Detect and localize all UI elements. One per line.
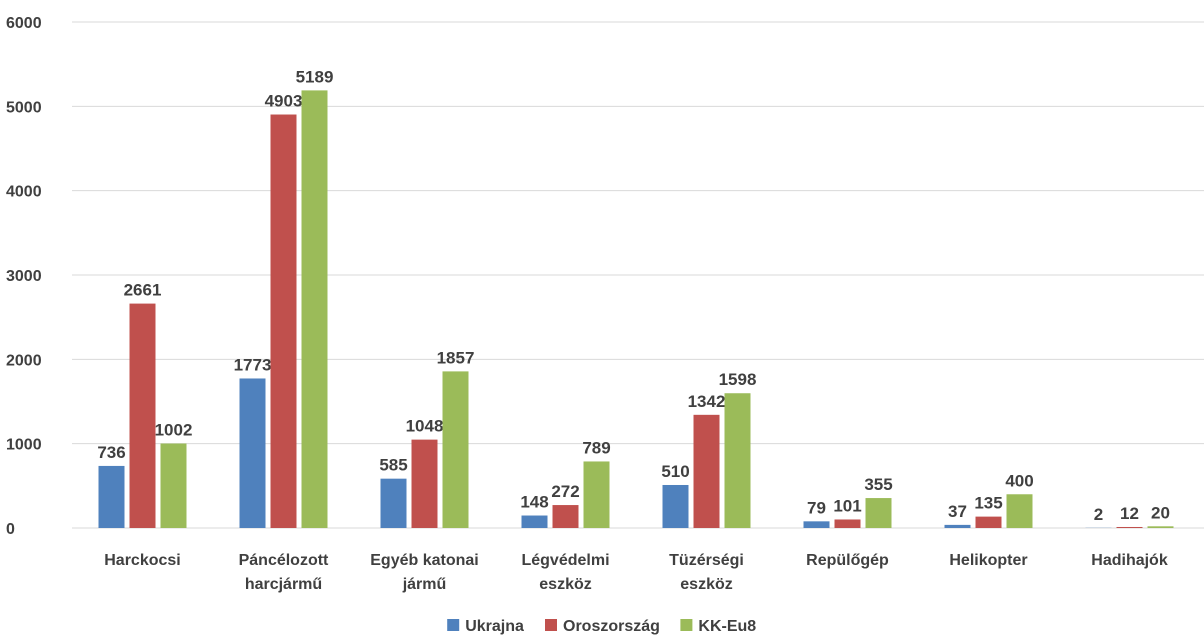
category-label: jármű [402, 576, 447, 593]
data-label: 400 [1005, 471, 1033, 490]
bar [724, 393, 751, 528]
category-label: Páncélozott [239, 552, 329, 569]
legend-label: Ukrajna [465, 618, 524, 635]
category-label: eszköz [539, 576, 591, 593]
bar [834, 519, 861, 528]
data-label: 1857 [437, 348, 475, 367]
bar [129, 303, 156, 528]
category-label: Hadihajók [1091, 552, 1168, 569]
bar [693, 414, 720, 528]
data-label: 37 [948, 502, 967, 521]
legend-swatch [680, 619, 693, 631]
y-tick-label: 2000 [6, 352, 42, 369]
bar [1147, 526, 1174, 528]
y-tick-label: 3000 [6, 268, 42, 285]
data-label: 789 [582, 438, 610, 457]
bar [975, 516, 1002, 528]
data-label: 2 [1094, 505, 1103, 524]
data-label: 355 [864, 475, 892, 494]
bar [270, 114, 297, 528]
data-label: 585 [379, 456, 407, 475]
category-label: Egyéb katonai [370, 552, 478, 569]
data-label: 2661 [124, 281, 162, 300]
bar [239, 378, 266, 528]
y-tick-label: 6000 [6, 15, 42, 32]
data-label: 101 [833, 496, 861, 515]
bar [1006, 494, 1033, 528]
bar [380, 478, 407, 528]
bar [442, 371, 469, 528]
data-label: 1598 [719, 370, 757, 389]
y-tick-label: 1000 [6, 437, 42, 454]
category-label: Tüzérségi [669, 552, 744, 569]
bar [583, 461, 610, 528]
data-label: 135 [974, 494, 1002, 513]
data-label: 20 [1151, 503, 1170, 522]
bar [662, 484, 689, 528]
data-label: 1048 [406, 417, 444, 436]
legend-swatch [545, 619, 557, 631]
bar [411, 439, 438, 528]
y-tick-label: 0 [6, 521, 15, 538]
data-label: 4903 [265, 92, 303, 111]
bar [301, 90, 328, 528]
bar [98, 465, 125, 528]
bar [521, 515, 548, 528]
bar [552, 505, 579, 528]
category-label: Helikopter [949, 552, 1027, 569]
data-label: 12 [1120, 504, 1139, 523]
data-label: 1342 [688, 392, 726, 411]
y-tick-label: 5000 [6, 99, 42, 116]
data-label: 5189 [296, 67, 334, 86]
data-label: 736 [97, 443, 125, 462]
bar [1116, 526, 1143, 528]
category-label: eszköz [680, 576, 732, 593]
data-label: 1773 [234, 355, 272, 374]
bar [160, 443, 187, 528]
data-label: 79 [807, 498, 826, 517]
bar [944, 524, 971, 528]
data-label: 272 [551, 482, 579, 501]
legend-label: KK-Eu8 [698, 618, 756, 635]
bar [803, 521, 830, 528]
bar [865, 498, 892, 528]
legend-swatch [447, 619, 460, 631]
category-label: Légvédelmi [521, 552, 609, 569]
y-tick-label: 4000 [6, 184, 42, 201]
data-label: 510 [661, 462, 689, 481]
category-label: Repülőgép [806, 552, 889, 569]
category-label: Harckocsi [104, 552, 181, 569]
category-label: harcjármű [245, 576, 322, 593]
legend-label: Oroszország [563, 618, 660, 635]
data-label: 1002 [155, 420, 193, 439]
data-label: 148 [520, 493, 548, 512]
